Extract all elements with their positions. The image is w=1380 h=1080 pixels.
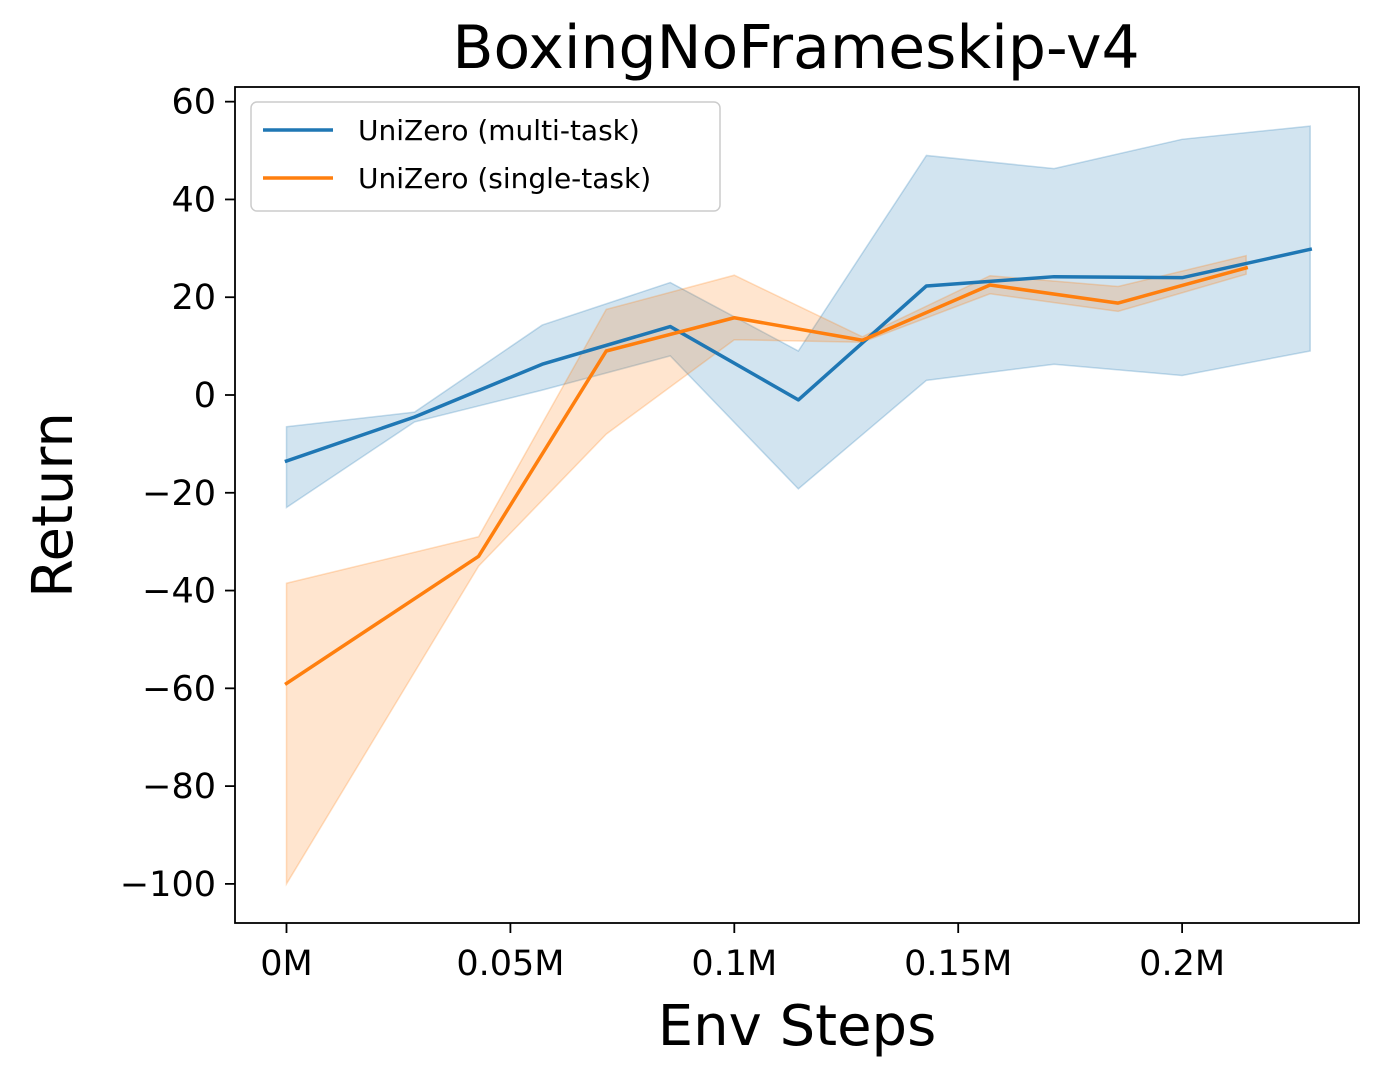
- x-tick-label: 0.05M: [456, 944, 564, 984]
- legend: UniZero (multi-task) UniZero (single-tas…: [250, 101, 721, 212]
- band-single-task: [285, 254, 1247, 887]
- chart-title: BoxingNoFrameskip-v4: [452, 13, 1139, 83]
- legend-label-single-task: UniZero (single-task): [358, 162, 651, 195]
- x-tick-label: 0.1M: [691, 944, 777, 984]
- y-tick-label: 0: [194, 376, 216, 416]
- legend-label-multi-task: UniZero (multi-task): [358, 114, 640, 147]
- y-tick-label: 20: [171, 278, 216, 318]
- y-axis-label: Return: [21, 412, 86, 598]
- x-axis-label: Env Steps: [658, 994, 937, 1059]
- y-tick-label: 60: [171, 83, 216, 123]
- y-tick-label: −100: [120, 865, 216, 905]
- series-lines: [284, 247, 1313, 686]
- x-tick-label: 0.2M: [1139, 944, 1225, 984]
- y-tick-label: −80: [142, 767, 216, 807]
- y-axis: 60 40 20 0 −20 −40 −60 −80 −100: [120, 83, 235, 905]
- band-multi-task: [285, 125, 1311, 509]
- legend-box: [250, 101, 721, 212]
- y-tick-label: −20: [142, 474, 216, 514]
- x-axis: 0M 0.05M 0.1M 0.15M 0.2M: [260, 923, 1225, 984]
- x-tick-label: 0M: [260, 944, 312, 984]
- line-single-task: [284, 265, 1249, 686]
- plot-area-frame: [234, 86, 1360, 924]
- y-tick-label: 40: [171, 180, 216, 220]
- confidence-bands: [285, 125, 1311, 887]
- y-tick-label: −40: [142, 572, 216, 612]
- y-tick-label: −60: [142, 669, 216, 709]
- x-tick-label: 0.15M: [904, 944, 1012, 984]
